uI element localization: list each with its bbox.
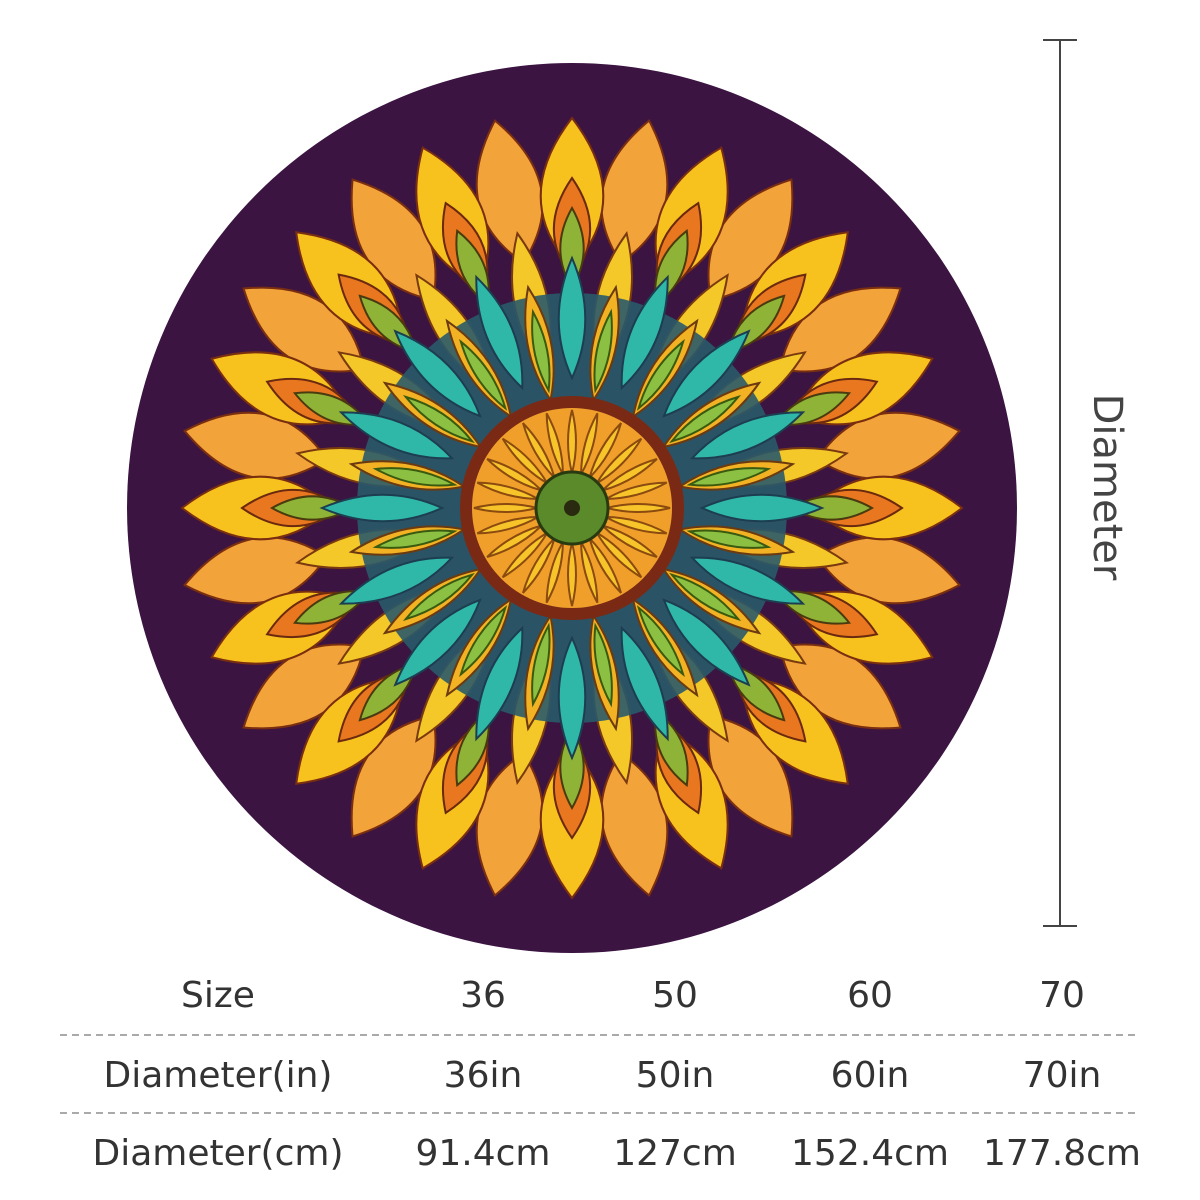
petal (669, 395, 742, 444)
petal (475, 625, 524, 742)
petal (545, 412, 564, 475)
petal (475, 751, 544, 897)
petal (606, 503, 671, 513)
petal (601, 458, 658, 492)
table-cell: 36 (460, 975, 506, 1016)
petal (686, 529, 772, 549)
dimension-marker (1043, 39, 1077, 927)
petal (707, 714, 794, 838)
petal (778, 643, 902, 730)
row-label: Diameter(cm) (92, 1133, 343, 1174)
petal (350, 178, 437, 302)
table-cell: 36in (444, 1055, 523, 1096)
petal (595, 531, 643, 579)
table-cell: 152.4cm (791, 1133, 949, 1174)
petal (183, 411, 329, 480)
petal (486, 524, 543, 558)
petal (559, 205, 585, 290)
petal (778, 286, 902, 373)
petal (402, 572, 475, 621)
petal (475, 119, 544, 265)
petal (707, 178, 794, 302)
petal (686, 467, 772, 487)
petal (669, 572, 742, 621)
petal (689, 556, 806, 605)
petal (605, 516, 668, 535)
petal (600, 751, 669, 897)
table-cell: 70 (1039, 975, 1085, 1016)
petal (567, 542, 577, 607)
petal (501, 437, 549, 485)
petal (790, 495, 875, 521)
petal (636, 338, 685, 411)
petal (476, 481, 539, 500)
petal (580, 541, 599, 604)
petal (393, 598, 482, 687)
table-cell: 50in (636, 1055, 715, 1096)
petal (620, 625, 669, 742)
petal (522, 422, 556, 479)
petal (350, 714, 437, 838)
table-cell: 50 (652, 975, 698, 1016)
petal (338, 556, 455, 605)
mandala-rug (127, 63, 1017, 953)
petal (620, 274, 669, 391)
petal (815, 411, 961, 480)
petal (473, 503, 538, 513)
petal (815, 536, 961, 605)
dimension-label: Diameter (1084, 394, 1130, 581)
petal (338, 411, 455, 460)
table-cell: 60 (847, 975, 893, 1016)
petal (475, 274, 524, 391)
petal (242, 286, 366, 373)
petal (588, 537, 622, 594)
petal (522, 537, 556, 594)
petal (372, 467, 458, 487)
petal (501, 531, 549, 579)
petal (662, 598, 751, 687)
petal (588, 422, 622, 479)
petal (402, 395, 475, 444)
size-table: Size 36 50 60 70 Diameter(in) 36in 50in 60in 70in… (92, 975, 1140, 1174)
petal (689, 411, 806, 460)
petal (557, 255, 587, 381)
petal (319, 493, 445, 523)
petal (372, 529, 458, 549)
petal (636, 605, 685, 678)
petal (605, 481, 668, 500)
petal (242, 643, 366, 730)
table-cell: 70in (1023, 1055, 1102, 1096)
petal (393, 329, 482, 418)
petal (567, 409, 577, 474)
petal (476, 516, 539, 535)
petal (699, 493, 825, 523)
petal (593, 622, 613, 708)
petal (559, 726, 585, 811)
petal (593, 308, 613, 394)
table-cell: 127cm (613, 1133, 737, 1174)
petal (600, 119, 669, 265)
petal (531, 308, 551, 394)
petal (545, 541, 564, 604)
petal (459, 338, 508, 411)
petal (269, 495, 354, 521)
table-cell: 177.8cm (983, 1133, 1141, 1174)
row-label: Size (181, 975, 255, 1016)
row-label: Diameter(in) (104, 1055, 333, 1096)
petal (459, 605, 508, 678)
petal (486, 458, 543, 492)
ring (564, 500, 580, 516)
table-cell: 60in (831, 1055, 910, 1096)
table-cell: 91.4cm (415, 1133, 550, 1174)
petal (595, 437, 643, 485)
petal (183, 536, 329, 605)
petal (580, 412, 599, 475)
petal (662, 329, 751, 418)
petal (557, 635, 587, 761)
petal (531, 622, 551, 708)
petal (601, 524, 658, 558)
